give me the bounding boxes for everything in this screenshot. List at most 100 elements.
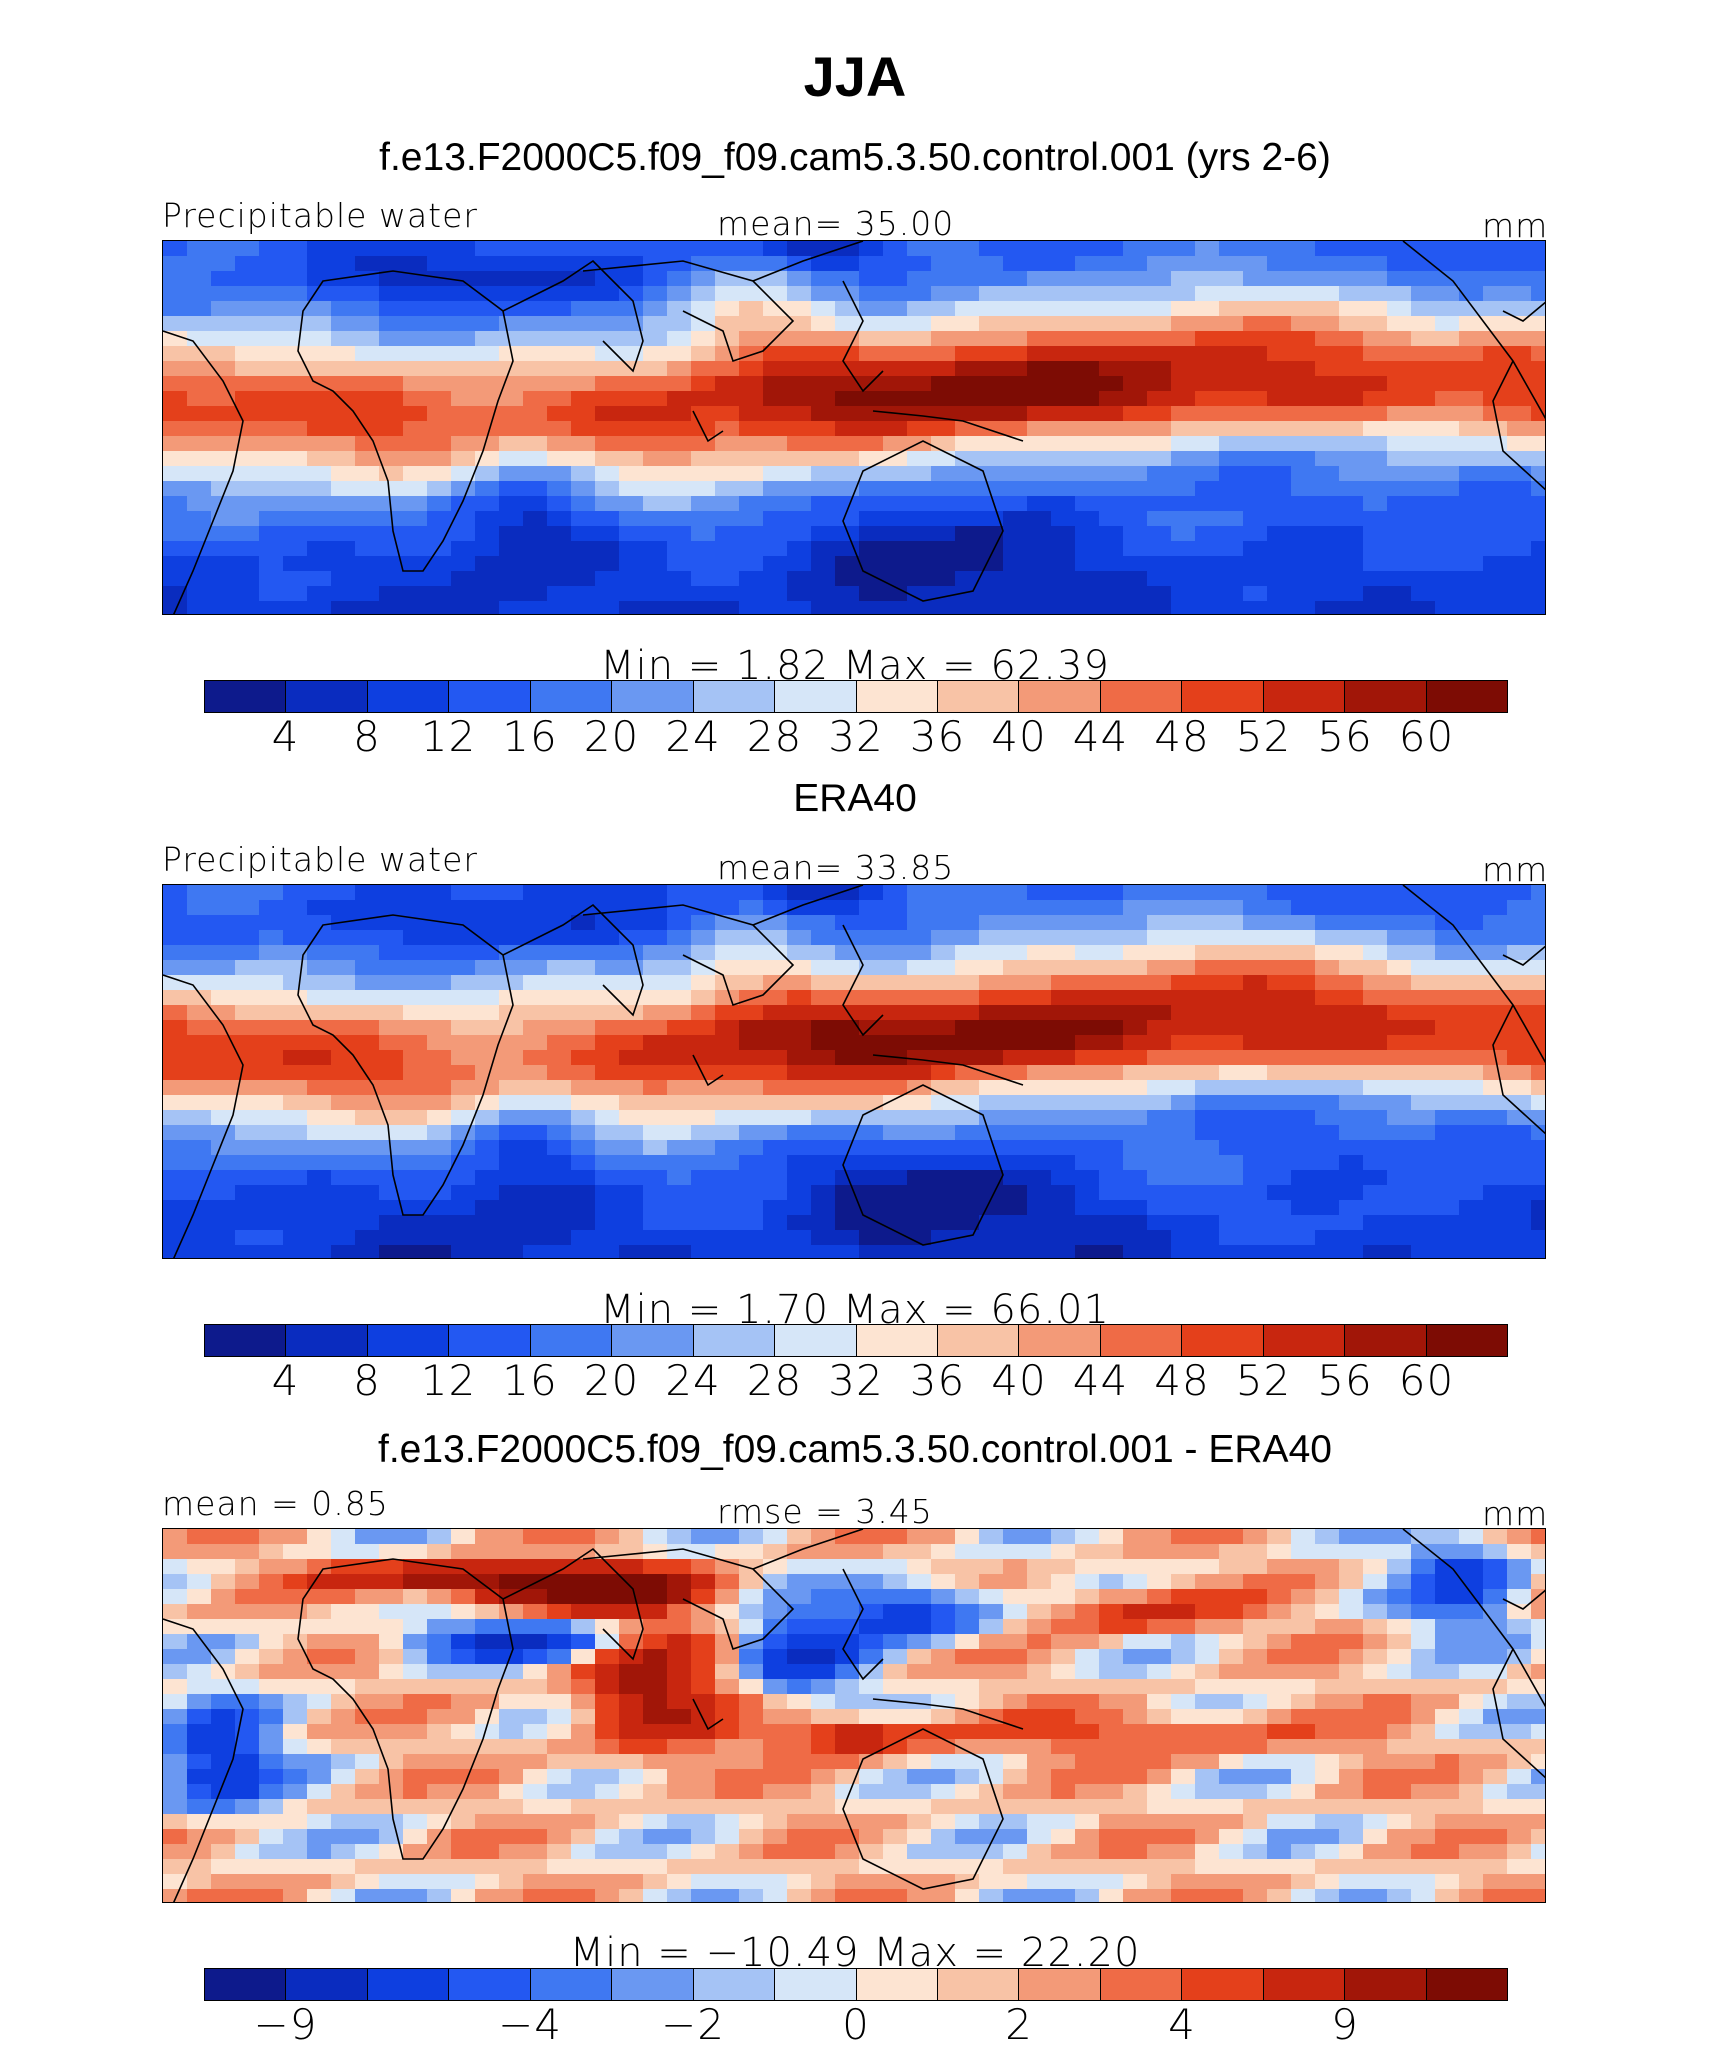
field-cell: [187, 541, 212, 557]
field-cell: [1339, 511, 1364, 527]
field-cell: [1099, 1709, 1124, 1725]
field-cell: [1171, 541, 1196, 557]
field-cell: [811, 1724, 836, 1740]
field-cell: [1531, 481, 1545, 497]
field-cell: [1315, 1080, 1340, 1096]
field-cell: [979, 1230, 1004, 1246]
field-cell: [691, 511, 716, 527]
field-cell: [907, 1784, 932, 1800]
field-cell: [1315, 1739, 1340, 1755]
field-cell: [1411, 1859, 1436, 1875]
field-cell: [1051, 316, 1076, 332]
field-cell: [307, 286, 332, 302]
field-cell: [163, 1005, 188, 1021]
field-cell: [715, 406, 740, 422]
field-cell: [1507, 256, 1532, 272]
colorbar-tick-label: 0: [842, 2000, 870, 2049]
field-cell: [1483, 256, 1508, 272]
field-cell: [1099, 496, 1124, 512]
field-cell: [667, 1754, 692, 1770]
field-cell: [307, 1095, 332, 1111]
field-cell: [859, 601, 884, 614]
field-cell: [859, 1634, 884, 1650]
field-cell: [1435, 481, 1460, 497]
field-cell: [1483, 1544, 1508, 1560]
field-cell: [955, 346, 980, 362]
field-cell: [283, 1529, 308, 1545]
field-cell: [1027, 1065, 1052, 1081]
field-cell: [955, 1784, 980, 1800]
field-cell: [475, 1619, 500, 1635]
field-cell: [1219, 346, 1244, 362]
field-cell: [211, 1574, 236, 1590]
field-cell: [1363, 1035, 1388, 1051]
field-cell: [739, 1694, 764, 1710]
field-cell: [883, 301, 908, 317]
field-cell: [1267, 945, 1292, 961]
field-cell: [763, 1125, 788, 1141]
field-cell: [739, 1724, 764, 1740]
field-cell: [1531, 1110, 1545, 1126]
field-cell: [475, 1020, 500, 1036]
field-cell: [1411, 1215, 1436, 1231]
field-cell: [1243, 1200, 1268, 1216]
field-cell: [955, 1155, 980, 1171]
field-cell: [859, 1844, 884, 1860]
field-cell: [715, 586, 740, 602]
field-cell: [571, 1020, 596, 1036]
field-cell: [1243, 256, 1268, 272]
field-cell: [1267, 1859, 1292, 1875]
panel-title: ERA40: [793, 777, 917, 820]
field-cell: [955, 466, 980, 482]
field-cell: [595, 1889, 620, 1902]
field-cell: [859, 1784, 884, 1800]
field-cell: [787, 1769, 812, 1785]
field-cell: [1003, 1844, 1028, 1860]
field-cell: [355, 1200, 380, 1216]
field-cell: [811, 1005, 836, 1021]
field-cell: [427, 1664, 452, 1680]
field-cell: [307, 391, 332, 407]
field-cell: [1075, 1844, 1100, 1860]
field-cell: [787, 376, 812, 392]
field-cell: [1123, 900, 1148, 916]
field-cell: [283, 316, 308, 332]
field-cell: [475, 256, 500, 272]
field-cell: [331, 900, 356, 916]
field-cell: [163, 1155, 188, 1171]
field-cell: [931, 301, 956, 317]
field-cell: [1459, 1095, 1484, 1111]
field-cell: [163, 271, 188, 287]
field-cell: [571, 331, 596, 347]
field-cell: [619, 885, 644, 901]
field-cell: [475, 1634, 500, 1650]
field-cell: [1195, 930, 1220, 946]
field-cell: [1003, 241, 1028, 257]
field-cell: [1507, 1739, 1532, 1755]
field-cell: [1411, 1559, 1436, 1575]
field-cell: [643, 915, 668, 931]
field-cell: [1315, 1649, 1340, 1665]
field-cell: [1195, 1574, 1220, 1590]
field-cell: [715, 376, 740, 392]
field-cell: [235, 1814, 260, 1830]
field-cell: [1147, 1664, 1172, 1680]
field-cell: [523, 361, 548, 377]
field-cell: [931, 1739, 956, 1755]
field-cell: [931, 1200, 956, 1216]
field-cell: [187, 256, 212, 272]
field-cell: [1075, 1859, 1100, 1875]
field-cell: [859, 1140, 884, 1156]
field-cell: [1195, 481, 1220, 497]
field-cell: [1483, 286, 1508, 302]
field-cell: [691, 1709, 716, 1725]
field-cell: [1195, 496, 1220, 512]
field-cell: [1123, 1679, 1148, 1695]
field-cell: [1291, 301, 1316, 317]
field-cell: [1459, 406, 1484, 422]
field-cell: [403, 556, 428, 572]
field-cell: [1411, 271, 1436, 287]
field-cell: [211, 1080, 236, 1096]
field-cell: [1387, 586, 1412, 602]
field-cell: [667, 915, 692, 931]
